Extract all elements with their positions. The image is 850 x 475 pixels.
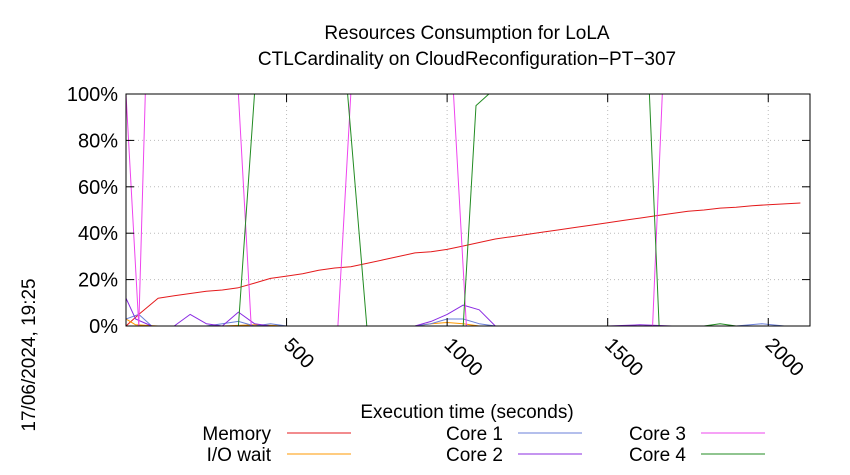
series-line-memory [125,202,801,327]
legend-label-core-2: Core 2 [446,445,503,466]
legend-label-core-3: Core 3 [629,424,686,445]
x-tick-label: 2000 [761,334,808,381]
x-tick-label: 500 [279,334,318,373]
y-tick-label: 20% [78,270,118,292]
y-tick-label: 80% [78,130,118,152]
y-tick-label: 0% [89,316,118,338]
legend-label-core-4: Core 4 [629,445,686,466]
series-layer [125,93,801,327]
plot-frame [125,93,811,327]
x-tick-label: 1000 [440,334,487,381]
y-tick-label: 100% [67,84,118,106]
x-axis-label: Execution time (seconds) [360,402,573,423]
legend-label-memory: Memory [202,424,271,445]
y-tick-label: 60% [78,177,118,199]
chart-subtitle: CTLCardinality on CloudReconfiguration−P… [258,49,676,70]
timestamp-label: 17/06/2024, 19:25 [19,278,40,431]
grid-layer [126,94,810,326]
legend-label-core-1: Core 1 [446,424,503,445]
series-line-core-3 [125,93,801,327]
axis-layer: 0% 20% 40% 60% 80% 100% 500 1000 1500 2000 [67,84,810,381]
chart-title: Resources Consumption for LoLA [324,23,609,44]
legend-label-i-o-wait: I/O wait [207,445,272,466]
x-tick-label: 1500 [600,334,647,381]
y-tick-label: 40% [78,223,118,245]
